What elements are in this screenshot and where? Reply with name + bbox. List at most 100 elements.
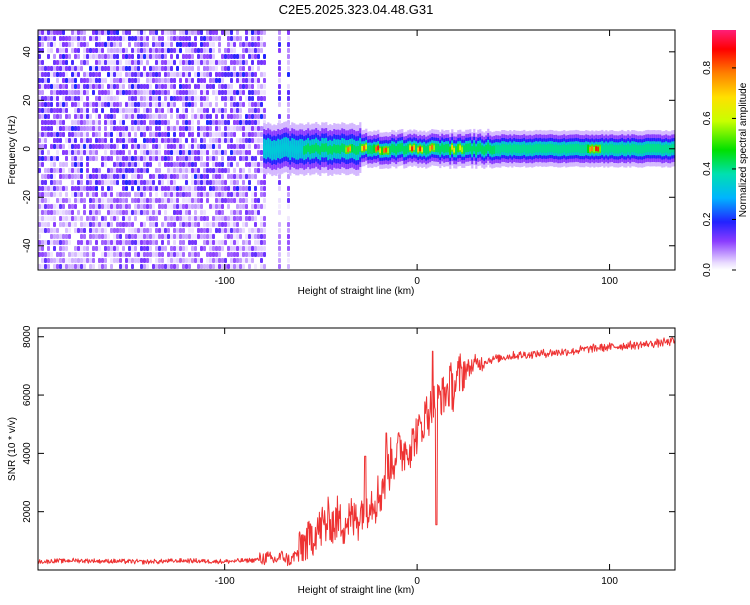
- heatmap-cell: [152, 30, 155, 35]
- heatmap-cell: [134, 168, 137, 173]
- heatmap-cell: [206, 48, 209, 53]
- heatmap-cell: [38, 108, 41, 113]
- heatmap-cell: [44, 216, 47, 221]
- heatmap-cell: [287, 42, 290, 47]
- heatmap-cell: [203, 180, 206, 185]
- heatmap-cell: [116, 258, 119, 263]
- heatmap-cell: [215, 90, 218, 95]
- heatmap-cell: [224, 168, 227, 173]
- heatmap-cell: [593, 147, 596, 152]
- heatmap-cell: [47, 264, 50, 269]
- heatmap-cell: [47, 204, 50, 209]
- heatmap-cell: [149, 174, 152, 179]
- heatmap-cell: [251, 258, 254, 263]
- heatmap-cell: [119, 258, 122, 263]
- heatmap-cell: [89, 72, 92, 77]
- heatmap-cell: [137, 156, 140, 161]
- heatmap-cell: [86, 186, 89, 191]
- heatmap-cell: [254, 42, 257, 47]
- heatmap-cell: [227, 156, 230, 161]
- heatmap-cell: [53, 36, 56, 41]
- heatmap-cell: [56, 240, 59, 245]
- heatmap-cell: [50, 48, 53, 53]
- heatmap-cell: [200, 204, 203, 209]
- heatmap-cell: [287, 216, 290, 221]
- heatmap-cell: [248, 72, 251, 77]
- heatmap-cell: [248, 162, 251, 167]
- heatmap-cell: [41, 150, 44, 155]
- heatmap-cell: [197, 264, 200, 269]
- heatmap-cell: [74, 222, 77, 227]
- heatmap-cell: [143, 264, 146, 269]
- heatmap-cell: [567, 146, 570, 152]
- heatmap-cell: [77, 228, 80, 233]
- heatmap-cell: [50, 210, 53, 215]
- heatmap-cell: [164, 204, 167, 209]
- heatmap-cell: [221, 132, 224, 137]
- heatmap-cell: [110, 120, 113, 125]
- heatmap-cell: [182, 66, 185, 71]
- x-tick-label: -100: [215, 576, 235, 587]
- heatmap-cell: [113, 168, 116, 173]
- heatmap-cell: [50, 162, 53, 167]
- heatmap-cell: [215, 30, 218, 35]
- heatmap-cell: [44, 96, 47, 101]
- heatmap-cell: [173, 150, 176, 155]
- heatmap-cell: [242, 240, 245, 245]
- heatmap-cell: [188, 258, 191, 263]
- heatmap-cell: [333, 146, 336, 151]
- heatmap-cell: [176, 150, 179, 155]
- heatmap-cell: [260, 168, 263, 173]
- heatmap-cell: [113, 246, 116, 251]
- heatmap-cell: [134, 180, 137, 185]
- heatmap-cell: [155, 72, 158, 77]
- heatmap-cell: [41, 252, 44, 257]
- heatmap-cell: [134, 96, 137, 101]
- heatmap-cell: [341, 145, 344, 151]
- heatmap-cell: [669, 147, 672, 152]
- heatmap-cell: [209, 144, 212, 149]
- heatmap-cell: [479, 145, 482, 150]
- heatmap-cell: [80, 132, 83, 137]
- heatmap-cell: [53, 66, 56, 71]
- heatmap-cell: [53, 72, 56, 77]
- heatmap-cell: [263, 186, 266, 191]
- heatmap-cell: [83, 234, 86, 239]
- heatmap-cell: [245, 204, 248, 209]
- heatmap-cell: [131, 96, 134, 101]
- heatmap-cell: [140, 144, 143, 149]
- heatmap-cell: [200, 228, 203, 233]
- heatmap-cell: [149, 78, 152, 83]
- heatmap-cell: [221, 186, 224, 191]
- heatmap-cell: [200, 180, 203, 185]
- heatmap-cell: [65, 66, 68, 71]
- heatmap-cell: [125, 264, 128, 269]
- heatmap-cell: [287, 60, 290, 65]
- heatmap-cell: [158, 234, 161, 239]
- heatmap-cell: [257, 138, 260, 143]
- heatmap-cell: [248, 108, 251, 113]
- heatmap-cell: [158, 162, 161, 167]
- heatmap-cell: [47, 174, 50, 179]
- heatmap-cell: [62, 36, 65, 41]
- heatmap-cell: [413, 145, 416, 150]
- heatmap-cell: [53, 204, 56, 209]
- heatmap-cell: [224, 180, 227, 185]
- heatmap-cell: [215, 162, 218, 167]
- heatmap-cell: [41, 78, 44, 83]
- heatmap-cell: [167, 204, 170, 209]
- heatmap-cell: [251, 216, 254, 221]
- heatmap-cell: [236, 240, 239, 245]
- heatmap-cell: [110, 174, 113, 179]
- heatmap-cell: [242, 90, 245, 95]
- heatmap-cell: [41, 120, 44, 125]
- heatmap-cell: [295, 147, 298, 153]
- heatmap-cell: [65, 222, 68, 227]
- heatmap-cell: [221, 210, 224, 215]
- heatmap-cell: [203, 234, 206, 239]
- heatmap-cell: [227, 252, 230, 257]
- heatmap-cell: [179, 216, 182, 221]
- heatmap-cell: [349, 146, 352, 152]
- heatmap-cell: [257, 228, 260, 233]
- heatmap-cell: [149, 96, 152, 101]
